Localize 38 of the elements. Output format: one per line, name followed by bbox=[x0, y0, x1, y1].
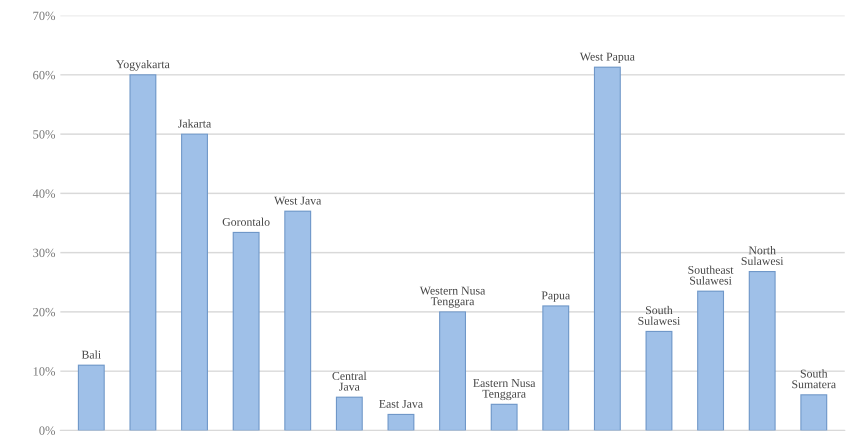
x-tick-label: Bali bbox=[82, 350, 101, 359]
bar bbox=[439, 311, 466, 430]
x-tick-label: West Papua bbox=[580, 52, 635, 63]
bar bbox=[697, 290, 724, 430]
bar bbox=[542, 305, 570, 430]
bar bbox=[490, 404, 518, 430]
bar bbox=[181, 134, 208, 430]
x-tick-label: South Sulawesi bbox=[638, 306, 680, 325]
y-tick-label: 40% bbox=[32, 189, 56, 198]
y-tick-label: 30% bbox=[33, 248, 56, 258]
bar bbox=[387, 414, 414, 430]
x-tick-label: Papua bbox=[542, 292, 570, 302]
bar bbox=[129, 74, 156, 430]
x-tick-label: Yogyakarta bbox=[116, 60, 170, 71]
y-tick-label: 20% bbox=[33, 308, 56, 316]
x-tick-label: Jakarta bbox=[178, 119, 212, 128]
x-tick-label: South Sumatera bbox=[792, 369, 836, 388]
x-tick-label: Gorontalo bbox=[222, 218, 270, 226]
bar bbox=[284, 210, 312, 430]
x-tick-label: West Java bbox=[274, 196, 322, 205]
x-tick-label: East Java bbox=[379, 400, 423, 408]
bar bbox=[594, 66, 621, 430]
y-tick-label: 50% bbox=[33, 130, 56, 139]
x-tick-label: Central Java bbox=[332, 372, 366, 391]
x-tick-label: Eastern Nusa Tenggara bbox=[473, 379, 536, 400]
bar bbox=[336, 396, 363, 430]
bar bbox=[78, 364, 105, 430]
x-tick-label: North Sulawesi bbox=[742, 246, 784, 266]
y-tick-label: 10% bbox=[34, 367, 56, 376]
x-tick-label: Southeast Sulawesi bbox=[688, 266, 734, 285]
bar bbox=[232, 232, 260, 430]
bar bbox=[800, 394, 828, 430]
x-tick-label: Western Nusa Tenggara bbox=[420, 286, 486, 308]
bar bbox=[748, 271, 776, 430]
y-tick-label: 60% bbox=[33, 70, 56, 80]
bar bbox=[646, 330, 672, 430]
y-tick-label: 0% bbox=[39, 426, 56, 435]
y-tick-label: 70% bbox=[33, 12, 56, 20]
